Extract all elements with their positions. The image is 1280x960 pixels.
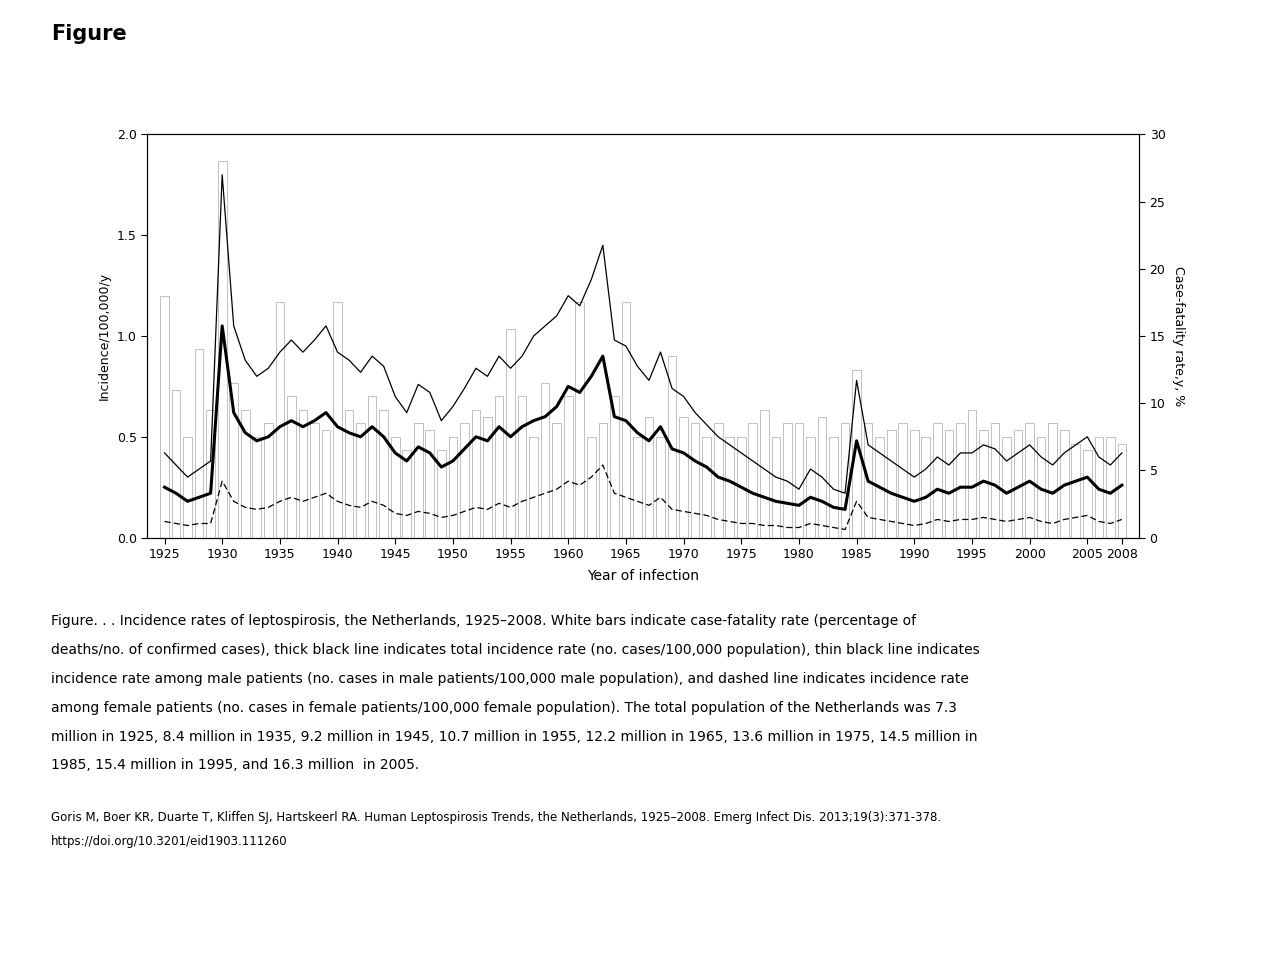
Bar bbox=[483, 417, 492, 538]
Bar bbox=[645, 417, 653, 538]
Bar bbox=[760, 410, 769, 538]
Bar bbox=[195, 349, 204, 538]
Bar bbox=[172, 390, 180, 538]
Bar bbox=[310, 423, 319, 538]
Bar bbox=[852, 370, 861, 538]
Bar bbox=[611, 396, 618, 538]
Bar bbox=[956, 423, 965, 538]
Bar bbox=[333, 302, 342, 538]
Bar bbox=[356, 423, 365, 538]
Bar bbox=[680, 417, 687, 538]
Bar bbox=[588, 437, 595, 538]
Bar bbox=[321, 430, 330, 538]
Bar bbox=[460, 423, 468, 538]
Bar bbox=[668, 356, 676, 538]
Text: Goris M, Boer KR, Duarte T, Kliffen SJ, Hartskeerl RA. Human Leptospirosis Trend: Goris M, Boer KR, Duarte T, Kliffen SJ, … bbox=[51, 811, 941, 825]
Bar bbox=[841, 423, 850, 538]
Bar bbox=[160, 296, 169, 538]
Bar bbox=[818, 417, 827, 538]
Bar bbox=[714, 423, 722, 538]
Bar bbox=[287, 396, 296, 538]
Bar bbox=[390, 437, 399, 538]
Y-axis label: Case-fatality rate,y, %: Case-fatality rate,y, % bbox=[1172, 266, 1185, 406]
Bar bbox=[1094, 437, 1103, 538]
Bar bbox=[1083, 450, 1092, 538]
Bar bbox=[864, 423, 873, 538]
Text: Figure: Figure bbox=[51, 24, 127, 44]
Bar bbox=[657, 437, 664, 538]
Bar bbox=[506, 329, 515, 538]
Bar bbox=[945, 430, 954, 538]
Bar bbox=[530, 437, 538, 538]
Bar bbox=[1048, 423, 1057, 538]
Bar bbox=[494, 396, 503, 538]
Bar bbox=[1117, 444, 1126, 538]
Bar bbox=[344, 410, 353, 538]
Bar bbox=[264, 423, 273, 538]
Bar bbox=[252, 437, 261, 538]
Bar bbox=[448, 437, 457, 538]
Bar bbox=[737, 437, 745, 538]
Text: deaths/no. of confirmed cases), thick black line indicates total incidence rate : deaths/no. of confirmed cases), thick bl… bbox=[51, 643, 980, 658]
Bar bbox=[367, 396, 376, 538]
Bar bbox=[379, 410, 388, 538]
Bar bbox=[691, 423, 699, 538]
Text: million in 1925, 8.4 million in 1935, 9.2 million in 1945, 10.7 million in 1955,: million in 1925, 8.4 million in 1935, 9.… bbox=[51, 730, 978, 744]
Bar bbox=[206, 410, 215, 538]
Y-axis label: Incidence/100,000/y: Incidence/100,000/y bbox=[99, 272, 111, 400]
Bar bbox=[229, 383, 238, 538]
Bar bbox=[402, 450, 411, 538]
Bar bbox=[876, 437, 884, 538]
Bar bbox=[991, 423, 1000, 538]
Bar bbox=[922, 437, 931, 538]
Bar bbox=[726, 437, 733, 538]
Bar bbox=[979, 430, 988, 538]
Bar bbox=[887, 430, 896, 538]
Text: among female patients (no. cases in female patients/100,000 female population). : among female patients (no. cases in fema… bbox=[51, 701, 957, 715]
Bar bbox=[910, 430, 919, 538]
Bar bbox=[183, 437, 192, 538]
Text: incidence rate among male patients (no. cases in male patients/100,000 male popu: incidence rate among male patients (no. … bbox=[51, 672, 969, 686]
Bar bbox=[749, 423, 756, 538]
Bar bbox=[553, 423, 561, 538]
Bar bbox=[275, 302, 284, 538]
Bar bbox=[1002, 437, 1011, 538]
Bar bbox=[1025, 423, 1034, 538]
Bar bbox=[517, 396, 526, 538]
Bar bbox=[772, 437, 781, 538]
Bar bbox=[783, 423, 792, 538]
Bar bbox=[968, 410, 977, 538]
Bar bbox=[471, 410, 480, 538]
Text: Figure. . . Incidence rates of leptospirosis, the Netherlands, 1925–2008. White : Figure. . . Incidence rates of leptospir… bbox=[51, 614, 916, 629]
Bar bbox=[599, 423, 607, 538]
Bar bbox=[703, 437, 710, 538]
Bar bbox=[298, 410, 307, 538]
Text: 1985, 15.4 million in 1995, and 16.3 million  in 2005.: 1985, 15.4 million in 1995, and 16.3 mil… bbox=[51, 758, 420, 773]
Bar bbox=[1106, 437, 1115, 538]
Bar bbox=[425, 430, 434, 538]
X-axis label: Year of infection: Year of infection bbox=[588, 569, 699, 584]
Bar bbox=[413, 423, 422, 538]
Bar bbox=[541, 383, 549, 538]
Bar bbox=[933, 423, 942, 538]
Bar bbox=[829, 437, 838, 538]
Bar bbox=[1060, 430, 1069, 538]
Bar bbox=[806, 437, 815, 538]
Bar bbox=[622, 302, 630, 538]
Bar bbox=[218, 161, 227, 538]
Bar bbox=[634, 437, 641, 538]
Bar bbox=[576, 302, 584, 538]
Bar bbox=[1014, 430, 1023, 538]
Bar bbox=[564, 396, 572, 538]
Bar bbox=[899, 423, 908, 538]
Bar bbox=[241, 410, 250, 538]
Bar bbox=[436, 450, 445, 538]
Bar bbox=[1037, 437, 1046, 538]
Bar bbox=[795, 423, 804, 538]
Text: https://doi.org/10.3201/eid1903.111260: https://doi.org/10.3201/eid1903.111260 bbox=[51, 835, 288, 849]
Bar bbox=[1071, 444, 1080, 538]
